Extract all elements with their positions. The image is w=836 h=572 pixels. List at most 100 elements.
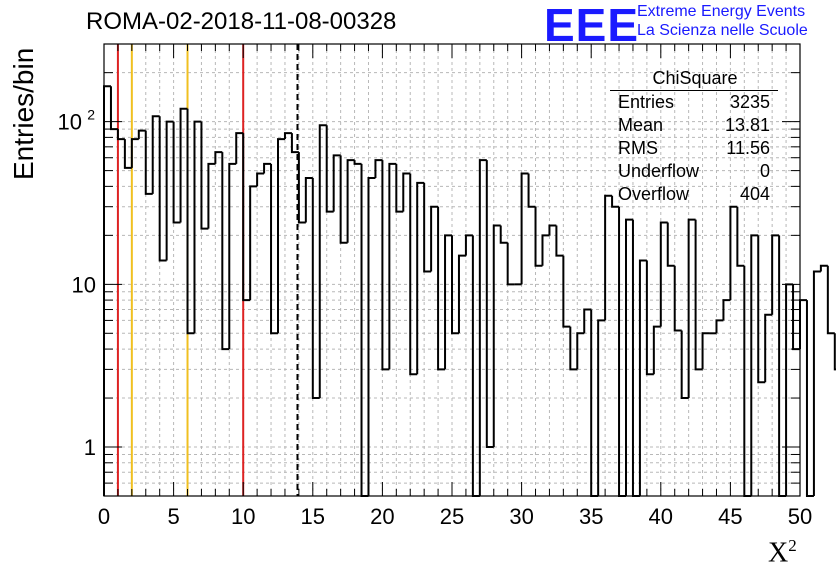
histogram-bin bbox=[437, 206, 446, 371]
plot-title: ROMA-02-2018-11-08-00328 bbox=[86, 8, 397, 35]
histogram-bin bbox=[297, 152, 306, 224]
x-tick-label: 25 bbox=[440, 504, 464, 529]
histogram-bin bbox=[833, 333, 836, 371]
histogram-bin bbox=[416, 181, 425, 375]
stat-value: 0 bbox=[759, 161, 770, 181]
histogram-bin bbox=[666, 222, 675, 267]
histogram-bin bbox=[325, 125, 334, 213]
histogram-bin bbox=[193, 120, 202, 334]
histogram-bin bbox=[172, 121, 181, 224]
histogram-bin bbox=[826, 265, 835, 335]
histogram-bin bbox=[485, 160, 494, 449]
histogram-bin bbox=[576, 332, 585, 370]
histogram-bin bbox=[785, 283, 794, 496]
histogram-bin bbox=[590, 309, 599, 497]
histogram-bin bbox=[256, 172, 265, 187]
histogram-bin bbox=[597, 319, 606, 496]
histogram-bin bbox=[471, 235, 480, 497]
stat-label: Overflow bbox=[618, 184, 690, 204]
y-tick-label: 10 bbox=[58, 110, 82, 135]
stat-label: RMS bbox=[618, 138, 658, 158]
histogram-bin bbox=[318, 124, 327, 399]
x-tick-label: 0 bbox=[98, 504, 110, 529]
histogram-bin bbox=[214, 151, 223, 164]
histogram-bin bbox=[812, 270, 821, 496]
histogram-bin bbox=[158, 116, 167, 262]
histogram-bin bbox=[534, 206, 543, 267]
histogram-bin bbox=[527, 173, 536, 208]
histogram-bin bbox=[611, 195, 620, 208]
histogram-bin bbox=[638, 259, 647, 496]
x-tick-label: 20 bbox=[370, 504, 394, 529]
histogram-bin bbox=[506, 242, 515, 286]
y-axis-label: Entries/bin bbox=[8, 47, 39, 180]
histogram-bin bbox=[451, 235, 459, 335]
y-tick-label-exponent: 2 bbox=[87, 107, 95, 123]
histogram-bin bbox=[659, 221, 668, 327]
histogram-bin bbox=[757, 235, 766, 384]
x-tick-label: 45 bbox=[718, 504, 742, 529]
histogram-bin bbox=[242, 133, 251, 302]
y-tick-label: 10 bbox=[72, 272, 96, 297]
histogram-bin bbox=[701, 332, 710, 370]
histogram-bin bbox=[367, 177, 376, 496]
histogram-bin bbox=[381, 160, 390, 371]
x-axis-label: X2 bbox=[768, 536, 797, 569]
histogram-bin bbox=[430, 205, 439, 272]
histogram-bin bbox=[277, 138, 285, 334]
histogram-bin bbox=[423, 182, 432, 273]
histogram-bin bbox=[541, 234, 550, 266]
histogram-bin bbox=[562, 255, 571, 328]
histogram-bin bbox=[764, 313, 773, 383]
histogram-bin bbox=[200, 121, 209, 230]
histogram-bin bbox=[722, 299, 731, 321]
histogram-bin bbox=[402, 172, 411, 212]
histogram-bin bbox=[499, 225, 508, 244]
histogram-bin bbox=[444, 234, 452, 370]
histogram-bin bbox=[221, 152, 230, 351]
stat-value: 13.81 bbox=[724, 115, 770, 135]
histogram-bin bbox=[346, 159, 355, 243]
histogram-bin bbox=[555, 225, 564, 257]
histogram-bin bbox=[645, 260, 654, 376]
histogram-bin bbox=[103, 85, 111, 496]
histogram-bin bbox=[652, 325, 661, 375]
histogram-bin bbox=[778, 235, 787, 497]
histogram-bin bbox=[388, 162, 397, 370]
logo-line-1: Extreme Energy Events bbox=[637, 3, 806, 20]
histogram-bin bbox=[625, 218, 633, 496]
histogram-bin bbox=[179, 107, 188, 223]
histogram-bin bbox=[235, 132, 244, 164]
histogram-bin bbox=[263, 162, 272, 174]
histogram-bin bbox=[228, 162, 237, 350]
histogram-bin bbox=[478, 159, 487, 496]
histogram-bin bbox=[750, 234, 759, 496]
histogram-bin bbox=[464, 234, 473, 256]
histogram-bin bbox=[395, 163, 404, 213]
x-tick-label: 50 bbox=[788, 504, 812, 529]
histogram-bin bbox=[207, 162, 216, 229]
x-tick-label: 5 bbox=[167, 504, 179, 529]
histogram-bin bbox=[123, 139, 132, 169]
histogram-bin bbox=[130, 138, 139, 168]
statistics-box: ChiSquare Entries 3235 Mean 13.81 RMS 11… bbox=[610, 66, 780, 212]
histogram-bin bbox=[290, 133, 299, 154]
histogram-bin bbox=[736, 206, 745, 267]
histogram-bin bbox=[729, 205, 738, 301]
eee-logo: EEE bbox=[544, 0, 640, 51]
histogram-bin bbox=[165, 120, 174, 261]
axis-ticks: 0 5 10 15 20 25 30 35 40 45 50 1 10 10 2 bbox=[58, 43, 812, 529]
stat-value: 11.56 bbox=[726, 138, 770, 158]
stat-label: Underflow bbox=[618, 161, 700, 181]
x-tick-label: 30 bbox=[509, 504, 533, 529]
histogram-bin bbox=[520, 172, 529, 285]
x-axis-label-exponent: 2 bbox=[788, 536, 797, 555]
histogram-bin bbox=[618, 206, 626, 497]
stat-value: 3235 bbox=[729, 92, 770, 112]
stat-box-title: ChiSquare bbox=[652, 68, 738, 88]
histogram-bin bbox=[687, 218, 696, 399]
histogram-bin bbox=[109, 86, 118, 131]
histogram-bin bbox=[680, 330, 689, 400]
histogram-bin bbox=[799, 299, 807, 350]
stat-box-divider bbox=[610, 90, 778, 91]
